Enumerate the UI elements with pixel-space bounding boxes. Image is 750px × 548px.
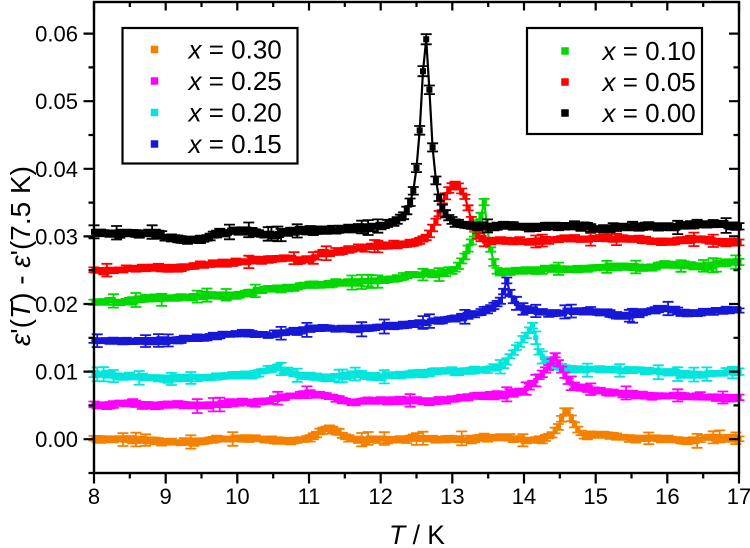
svg-text:13: 13 (440, 484, 464, 509)
svg-text:0.01: 0.01 (35, 360, 78, 385)
svg-text:x = 0.05: x = 0.05 (601, 67, 696, 97)
svg-text:11: 11 (298, 484, 321, 509)
svg-text:9: 9 (160, 484, 172, 509)
svg-text:15: 15 (583, 484, 607, 509)
svg-text:x = 0.00: x = 0.00 (601, 98, 696, 128)
svg-text:x = 0.15: x = 0.15 (187, 129, 282, 159)
svg-text:x = 0.30: x = 0.30 (187, 35, 282, 65)
svg-text:0.05: 0.05 (35, 89, 78, 114)
svg-text:14: 14 (512, 484, 536, 509)
svg-text:17: 17 (727, 484, 750, 509)
svg-text:ε'(T) - ε'(7.5 K): ε'(T) - ε'(7.5 K) (5, 166, 36, 346)
svg-text:T / K: T / K (389, 520, 445, 548)
svg-text:0.00: 0.00 (35, 427, 78, 452)
svg-text:x = 0.10: x = 0.10 (601, 36, 696, 66)
svg-text:12: 12 (368, 484, 392, 509)
svg-text:x = 0.20: x = 0.20 (187, 98, 282, 128)
svg-text:0.03: 0.03 (35, 224, 78, 249)
svg-text:0.02: 0.02 (35, 292, 78, 317)
svg-text:0.04: 0.04 (35, 157, 78, 182)
svg-text:x = 0.25: x = 0.25 (187, 66, 282, 96)
svg-text:0.06: 0.06 (35, 22, 78, 47)
svg-text:8: 8 (88, 484, 100, 509)
svg-text:10: 10 (225, 484, 249, 509)
svg-text:16: 16 (655, 484, 679, 509)
